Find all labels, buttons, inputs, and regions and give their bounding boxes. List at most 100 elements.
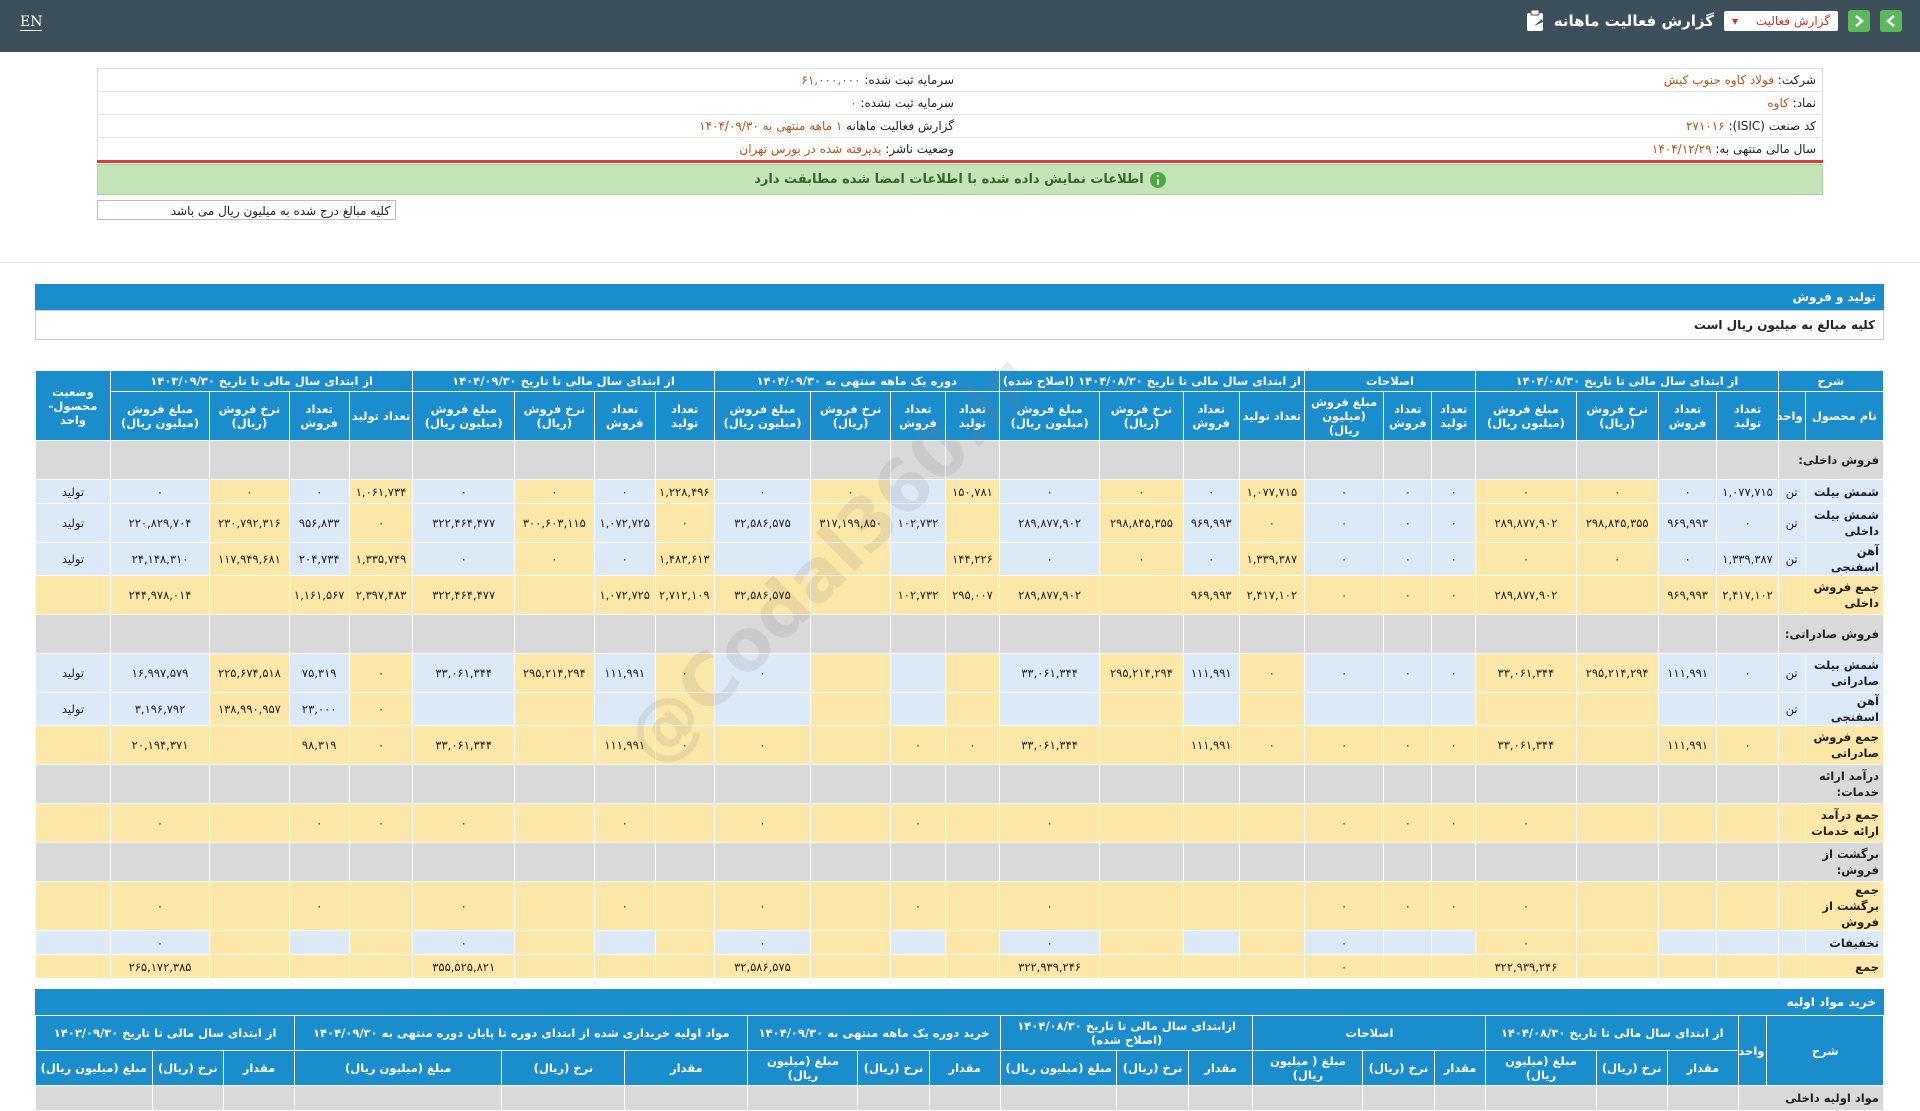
cell (810, 653, 891, 693)
info-icon (1149, 171, 1166, 188)
cell: ۰ (654, 503, 715, 543)
cell (1238, 954, 1305, 979)
prev-button[interactable] (1880, 10, 1902, 32)
cell: ۰ (654, 725, 715, 765)
cell (810, 930, 891, 955)
cell (1575, 692, 1659, 726)
cell (1657, 614, 1718, 654)
cell: ۱,۳۳۹,۳۸۷ (1716, 542, 1779, 576)
next-button[interactable] (1848, 10, 1870, 32)
cell (945, 842, 1000, 882)
info-cell: کد صنعت (ISIC): ۲۷۱۰۱۶ (960, 114, 1823, 138)
cell: ۰ (713, 725, 812, 765)
cell (1187, 1085, 1254, 1111)
top-bar-right: گزارش فعالیت ماهانه گزارش فعالیت ▾ (1526, 10, 1902, 32)
cell: ۰ (1475, 479, 1577, 504)
divider (0, 262, 1920, 263)
cell (209, 614, 290, 654)
separator (97, 160, 1823, 163)
cell (35, 440, 111, 480)
cell (35, 575, 111, 615)
cell (1431, 692, 1477, 726)
group-header: از ابتدای سال مالی تا تاریخ ۱۴۰۳/۰۹/۳۰ (34, 1015, 296, 1051)
cell: ۰ (713, 479, 812, 504)
item-row: شمش بیلت تن ۱,۰۷۷,۷۱۵ ۰ ۰ ۰ ۰ ۰ ۰ ۱,۰۷۷,۷۱۵ ۰ ۰ ۰ ۱۵۰… (35, 479, 1885, 504)
group-header: اصلاحات (1303, 370, 1477, 392)
cell: ۳۵۵,۵۲۵,۸۲۱ (412, 954, 516, 979)
column-header: تعداد تولید (1238, 391, 1305, 441)
cell: ۹۶۹,۹۹۳ (1657, 575, 1718, 615)
cell: تولید (35, 542, 111, 576)
cell: ۱,۱۶۱,۵۶۷ (288, 575, 350, 615)
cell (1431, 954, 1477, 979)
info-value: پذیرفته شده در بورس تهران (739, 142, 882, 156)
cell: ۲۹۵,۲۱۴,۲۹۴ (1575, 653, 1659, 693)
cell (1099, 614, 1184, 654)
cell: ۰ (348, 725, 414, 765)
column-header: نرخ (ریال) (1595, 1050, 1668, 1086)
cell: ۰ (514, 479, 595, 504)
cell (514, 614, 595, 654)
cell: ۱,۳۳۹,۳۸۷ (1238, 542, 1305, 576)
cell (810, 881, 891, 931)
row-label: شمش بیلت داخلی (1804, 503, 1885, 543)
cell: ۰ (1383, 653, 1433, 693)
language-switch[interactable]: EN (20, 14, 43, 31)
cell (1716, 440, 1779, 480)
group-header: از ابتدای سال مالی تا تاریخ ۱۴۰۳/۰۹/۳۰ (109, 370, 414, 392)
row-label: شمش بیلت صادراتی (1804, 653, 1885, 693)
info-table: شرکت: فولاد کاوه جنوب کیش سرمایه ثبت شده:… (97, 68, 1823, 161)
cell (1657, 803, 1718, 843)
cell (1575, 764, 1659, 804)
cell: ۲۹۵,۰۰۷ (945, 575, 1000, 615)
report-select[interactable]: گزارش فعالیت ▾ (1724, 11, 1838, 31)
cell (514, 575, 595, 615)
item-row: شمش بیلت صادراتی تن ۰ ۱۱۱,۹۹۱ ۲۹۵,۲۱۴,۲۹۴ ۳۳,… (35, 653, 1885, 693)
cell: تن (1777, 503, 1806, 543)
info-value: ۶۱,۰۰۰,۰۰۰ (801, 73, 861, 87)
cell: ۰ (1303, 542, 1385, 576)
cell (998, 842, 1101, 882)
cell (1303, 842, 1385, 882)
info-value: کاوه (1767, 96, 1789, 110)
cell: ۰ (109, 479, 211, 504)
column-header: مبلغ فروش (میلیون ریال) (412, 391, 516, 441)
cell (1099, 440, 1184, 480)
cell: ۰ (998, 930, 1101, 955)
cell (288, 614, 350, 654)
cell: ۱۴۴,۲۲۶ (945, 542, 1000, 576)
cell (889, 479, 947, 504)
info-cell: گزارش فعالیت ماهانه ۱ ماهه منتهی به ۱۴۰۴… (97, 114, 960, 138)
cell (654, 764, 715, 804)
row-label: جمع (1804, 954, 1885, 979)
cell (288, 764, 350, 804)
cell: ۰ (1303, 930, 1385, 955)
cell: ۲۹۸,۸۴۵,۳۵۵ (1099, 503, 1184, 543)
cell: ۲۲۵,۶۷۴,۵۱۸ (209, 653, 290, 693)
row-label: آهن اسفنجی (1804, 542, 1885, 576)
header-cell: وضعیت محصول-واحد (35, 370, 111, 441)
cell (514, 725, 595, 765)
cell (1575, 930, 1659, 955)
cell (514, 881, 595, 931)
cell (1657, 881, 1718, 931)
cell (1099, 842, 1184, 882)
cell: ۰ (998, 542, 1101, 576)
cell (1657, 954, 1718, 979)
cell: ۰ (593, 479, 656, 504)
cell: ۲۹۵,۲۱۴,۲۹۴ (514, 653, 595, 693)
info-cell: سرمایه ثبت نشده: ۰ (97, 91, 960, 115)
cell: ۱۱۷,۹۴۹,۶۸۱ (209, 542, 290, 576)
cell: ۱,۰۷۲,۷۲۵ (593, 503, 656, 543)
cell: ۹۶۹,۹۹۳ (1182, 503, 1240, 543)
cell (294, 1085, 503, 1111)
cell (624, 1085, 749, 1111)
cell: ۰ (514, 542, 595, 576)
cell: ۰ (288, 881, 350, 931)
cell: ۲۹۵,۲۱۴,۲۹۴ (1099, 653, 1184, 693)
cell (1485, 1085, 1597, 1111)
cell: ۰ (593, 881, 656, 931)
cell (348, 881, 414, 931)
cell (999, 1085, 1118, 1111)
cell (1575, 614, 1659, 654)
